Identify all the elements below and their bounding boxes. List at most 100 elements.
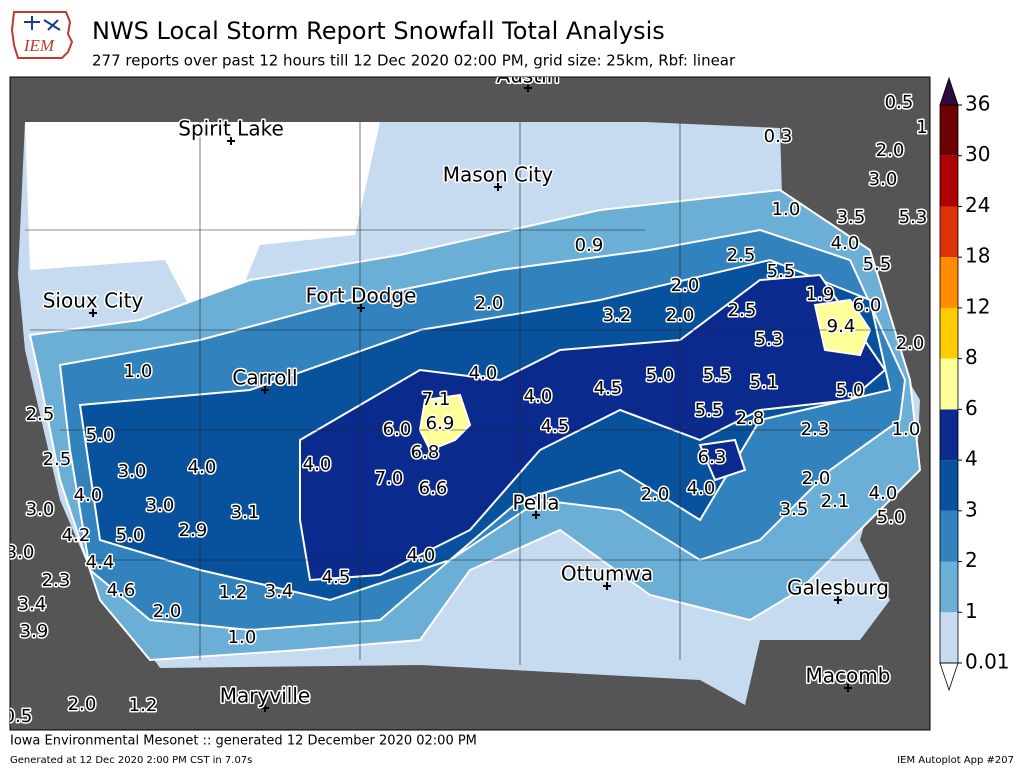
snow-report: 3.1 xyxy=(231,502,260,523)
colorbar-segment xyxy=(940,307,958,359)
colorbar-tick-label: 30 xyxy=(965,142,990,166)
snow-report: 4.0 xyxy=(303,454,332,475)
snow-report: 3.2 xyxy=(603,305,632,326)
colorbar-segment xyxy=(940,155,958,207)
snow-report: 1.0 xyxy=(124,361,153,382)
snow-report: 2.5 xyxy=(727,245,756,266)
colorbar-segment xyxy=(940,460,958,511)
snow-report: 9.4 xyxy=(827,316,856,337)
colorbar-segment xyxy=(940,561,958,613)
snow-report: 2.5 xyxy=(728,300,757,321)
snow-report: 4.0 xyxy=(407,545,436,566)
snow-report: 2.5 xyxy=(26,404,55,425)
colorbar-segment xyxy=(940,257,958,308)
snow-report: 2.0 xyxy=(802,468,831,489)
snow-report: 6.0 xyxy=(853,295,882,316)
logo-text: IEM xyxy=(23,36,55,55)
snow-report: 2.0 xyxy=(68,694,97,715)
snow-report: 6.6 xyxy=(419,478,448,499)
snow-report: 0.9 xyxy=(575,235,604,256)
band-4-6 xyxy=(299,273,887,582)
snow-report: 2.0 xyxy=(876,140,905,161)
colorbar-tick-label: 4 xyxy=(965,447,978,471)
colorbar-tick-label: 3 xyxy=(965,497,978,521)
colorbar-tick-label: 18 xyxy=(965,244,990,268)
subtitle: 277 reports over past 12 hours till 12 D… xyxy=(92,52,736,70)
snow-report: 1.2 xyxy=(219,582,248,603)
colorbar-tick-label: 2 xyxy=(965,548,978,572)
colorbar-tick-label: 36 xyxy=(965,92,990,116)
city-label: Ottumwa xyxy=(561,562,653,586)
colorbar-segment xyxy=(940,105,958,156)
city-marker xyxy=(261,386,269,394)
city-label: Maryville xyxy=(220,684,310,708)
city-marker xyxy=(261,704,269,712)
snow-report: 4.4 xyxy=(86,552,115,573)
snow-report: 1.0 xyxy=(892,419,921,440)
colorbar-tick-label: 1 xyxy=(965,599,978,623)
snow-report: 6.8 xyxy=(411,442,440,463)
snow-report: 0.3 xyxy=(764,126,793,147)
snow-report: 4.5 xyxy=(541,416,570,437)
snow-report: 5.3 xyxy=(899,207,928,228)
county-lines xyxy=(25,122,900,665)
footer-text: Iowa Environmental Mesonet :: generated … xyxy=(10,734,477,749)
snow-report: 2.1 xyxy=(821,491,850,512)
snow-report: 6.0 xyxy=(383,419,412,440)
city-label: Spirit Lake xyxy=(178,117,284,141)
footer-small: Generated at 12 Dec 2020 2:00 PM CST in … xyxy=(10,755,252,766)
snow-report: 1 xyxy=(916,117,927,138)
snow-report: 7.1 xyxy=(422,389,451,410)
band-4-6 xyxy=(698,438,747,482)
snow-report: 5.5 xyxy=(767,261,796,282)
snow-report: 5.3 xyxy=(755,329,784,350)
band-6-8 xyxy=(813,298,872,357)
snow-report: 4.6 xyxy=(107,580,136,601)
snow-report: 2.3 xyxy=(801,419,830,440)
snow-report: 5.5 xyxy=(863,254,892,275)
colorbar-frame xyxy=(939,104,959,664)
city-label: Mason City xyxy=(443,163,554,187)
city-marker xyxy=(524,84,532,92)
colorbar-tick-label: 8 xyxy=(965,345,978,369)
colorbar-tick-label: 24 xyxy=(965,193,990,217)
snow-report: 4.0 xyxy=(188,457,217,478)
colorbar-tick-label: 12 xyxy=(965,294,990,318)
colorbar-segment xyxy=(940,206,958,258)
snow-report: 5.0 xyxy=(646,365,675,386)
snow-report: 3.5 xyxy=(780,499,809,520)
city-label: Sioux City xyxy=(43,289,144,313)
city-label: Carroll xyxy=(232,366,297,390)
snow-report: 3.0 xyxy=(869,169,898,190)
snow-report: 6.3 xyxy=(698,447,727,468)
snow-report: 5.0 xyxy=(877,507,906,528)
snow-report: 3.9 xyxy=(20,621,49,642)
snow-report: 2.5 xyxy=(43,449,72,470)
city-marker xyxy=(89,309,97,317)
city-marker xyxy=(357,304,365,312)
snow-report: 2.0 xyxy=(153,601,182,622)
snow-report: 0.5 xyxy=(885,92,914,113)
title: NWS Local Storm Report Snowfall Total An… xyxy=(92,17,665,45)
snow-report: 5.1 xyxy=(750,372,779,393)
snow-report: 6.9 xyxy=(426,413,455,434)
snow-report: 4.0 xyxy=(469,363,498,384)
city-label: Pella xyxy=(512,491,559,515)
snow-report: 5.5 xyxy=(703,365,732,386)
snow-report: 2.0 xyxy=(896,333,925,354)
city-label: Austin xyxy=(497,64,560,88)
colorbar-segment xyxy=(940,409,958,461)
snow-report: 1.9 xyxy=(806,284,835,305)
snow-report: 3.0 xyxy=(146,495,175,516)
snow-report: 5.0 xyxy=(86,425,115,446)
city-marker xyxy=(834,596,842,604)
snow-report: 2.3 xyxy=(42,570,71,591)
snow-report: 5.0 xyxy=(836,380,865,401)
snow-report: 2.0 xyxy=(671,275,700,296)
snow-report: 4.0 xyxy=(687,478,716,499)
snow-report: 2.0 xyxy=(666,305,695,326)
colorbar-segment xyxy=(940,612,958,663)
snow-report: 7.0 xyxy=(375,468,404,489)
